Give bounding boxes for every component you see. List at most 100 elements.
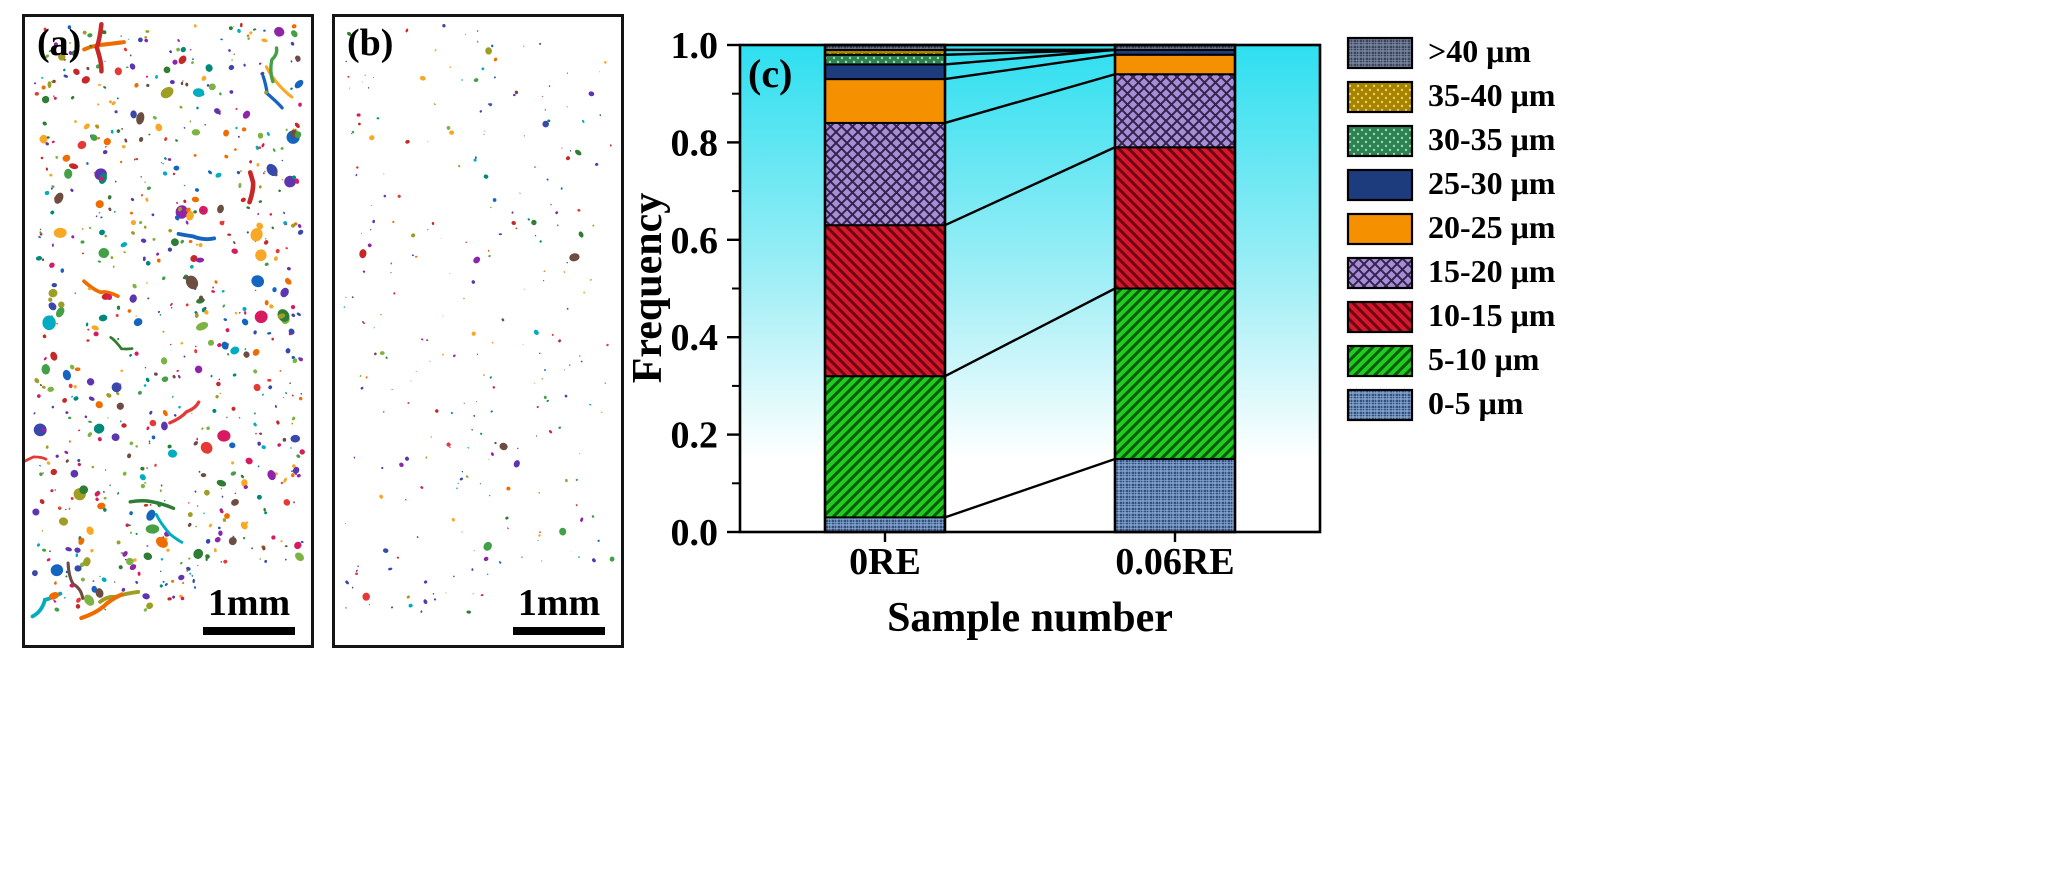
panel-b-label: (b) <box>347 22 394 64</box>
particle <box>280 540 283 543</box>
particle <box>163 499 166 502</box>
particle <box>404 499 407 501</box>
particle <box>219 392 222 394</box>
particle <box>368 603 370 606</box>
particle <box>487 249 490 252</box>
y-tick-label: 0.4 <box>671 317 719 359</box>
particle <box>244 347 247 351</box>
particle <box>178 206 182 212</box>
particle <box>277 443 282 447</box>
particle <box>471 331 476 336</box>
particle <box>231 498 239 506</box>
particle <box>74 120 77 123</box>
particle <box>73 396 79 401</box>
particle <box>149 410 153 415</box>
particle <box>86 339 90 342</box>
particle <box>116 540 121 545</box>
particle <box>49 550 51 553</box>
particle <box>457 482 459 484</box>
particle <box>213 548 217 553</box>
particle <box>121 128 124 130</box>
particle <box>555 211 559 215</box>
particle <box>83 594 95 606</box>
particle <box>161 276 166 281</box>
particle <box>81 252 85 255</box>
particle <box>145 197 149 202</box>
particle <box>94 491 100 497</box>
particle <box>534 234 537 237</box>
particle <box>33 423 47 437</box>
particle <box>189 120 192 123</box>
legend-swatch <box>1346 124 1414 158</box>
particle <box>543 395 547 400</box>
particle <box>222 518 227 522</box>
particle <box>421 338 424 341</box>
particle <box>599 114 602 117</box>
particle <box>121 145 126 149</box>
particle <box>291 223 295 228</box>
particle <box>191 412 193 415</box>
particle <box>269 213 273 216</box>
particle <box>347 75 350 78</box>
particle <box>461 471 464 473</box>
particle <box>534 382 536 384</box>
particle <box>490 452 494 456</box>
particle <box>134 351 139 356</box>
legend-label: 5-10 μm <box>1428 341 1540 377</box>
particle <box>86 526 94 535</box>
particle <box>129 441 134 446</box>
particle <box>94 124 97 127</box>
particle <box>198 295 204 301</box>
particle-worm <box>168 400 201 425</box>
legend-label: 10-15 μm <box>1428 297 1556 333</box>
particle <box>146 467 148 469</box>
legend-swatch <box>1346 168 1414 202</box>
particle <box>264 240 269 245</box>
particle <box>243 351 250 358</box>
particle <box>542 95 544 97</box>
bar-segment-0RE-0-5 μm <box>824 516 946 534</box>
particle <box>290 60 293 63</box>
particle <box>284 392 288 394</box>
particle <box>280 481 284 485</box>
particle <box>242 536 246 540</box>
particle <box>50 468 58 476</box>
particle <box>285 223 288 225</box>
scalebar-line <box>513 627 605 635</box>
particle <box>90 134 98 141</box>
particle <box>92 580 95 582</box>
legend-swatch <box>1346 388 1414 422</box>
particle <box>41 530 44 532</box>
particle <box>382 548 389 553</box>
particle <box>241 318 249 326</box>
particle <box>290 447 292 449</box>
particle <box>227 233 232 236</box>
particle <box>51 282 58 288</box>
particle <box>159 504 161 507</box>
particle <box>114 67 122 76</box>
particle <box>153 372 158 376</box>
particle <box>121 587 126 592</box>
particle <box>80 577 85 582</box>
particle <box>146 545 149 547</box>
particle <box>442 24 446 28</box>
particle <box>225 328 230 333</box>
particle <box>194 313 199 318</box>
particle <box>264 90 269 95</box>
particle <box>86 162 89 165</box>
particle <box>233 53 235 56</box>
particle <box>62 369 72 381</box>
particle <box>139 220 143 225</box>
particle <box>292 464 296 468</box>
particle <box>431 222 435 225</box>
panel-b-scalebar: 1mm <box>513 583 605 635</box>
particle <box>183 184 186 187</box>
particle <box>88 420 92 423</box>
particle <box>178 374 181 379</box>
particle <box>162 330 165 333</box>
particle <box>163 66 171 74</box>
particle <box>201 427 204 430</box>
particle <box>300 540 304 544</box>
particle <box>390 272 392 274</box>
particle <box>106 393 112 398</box>
